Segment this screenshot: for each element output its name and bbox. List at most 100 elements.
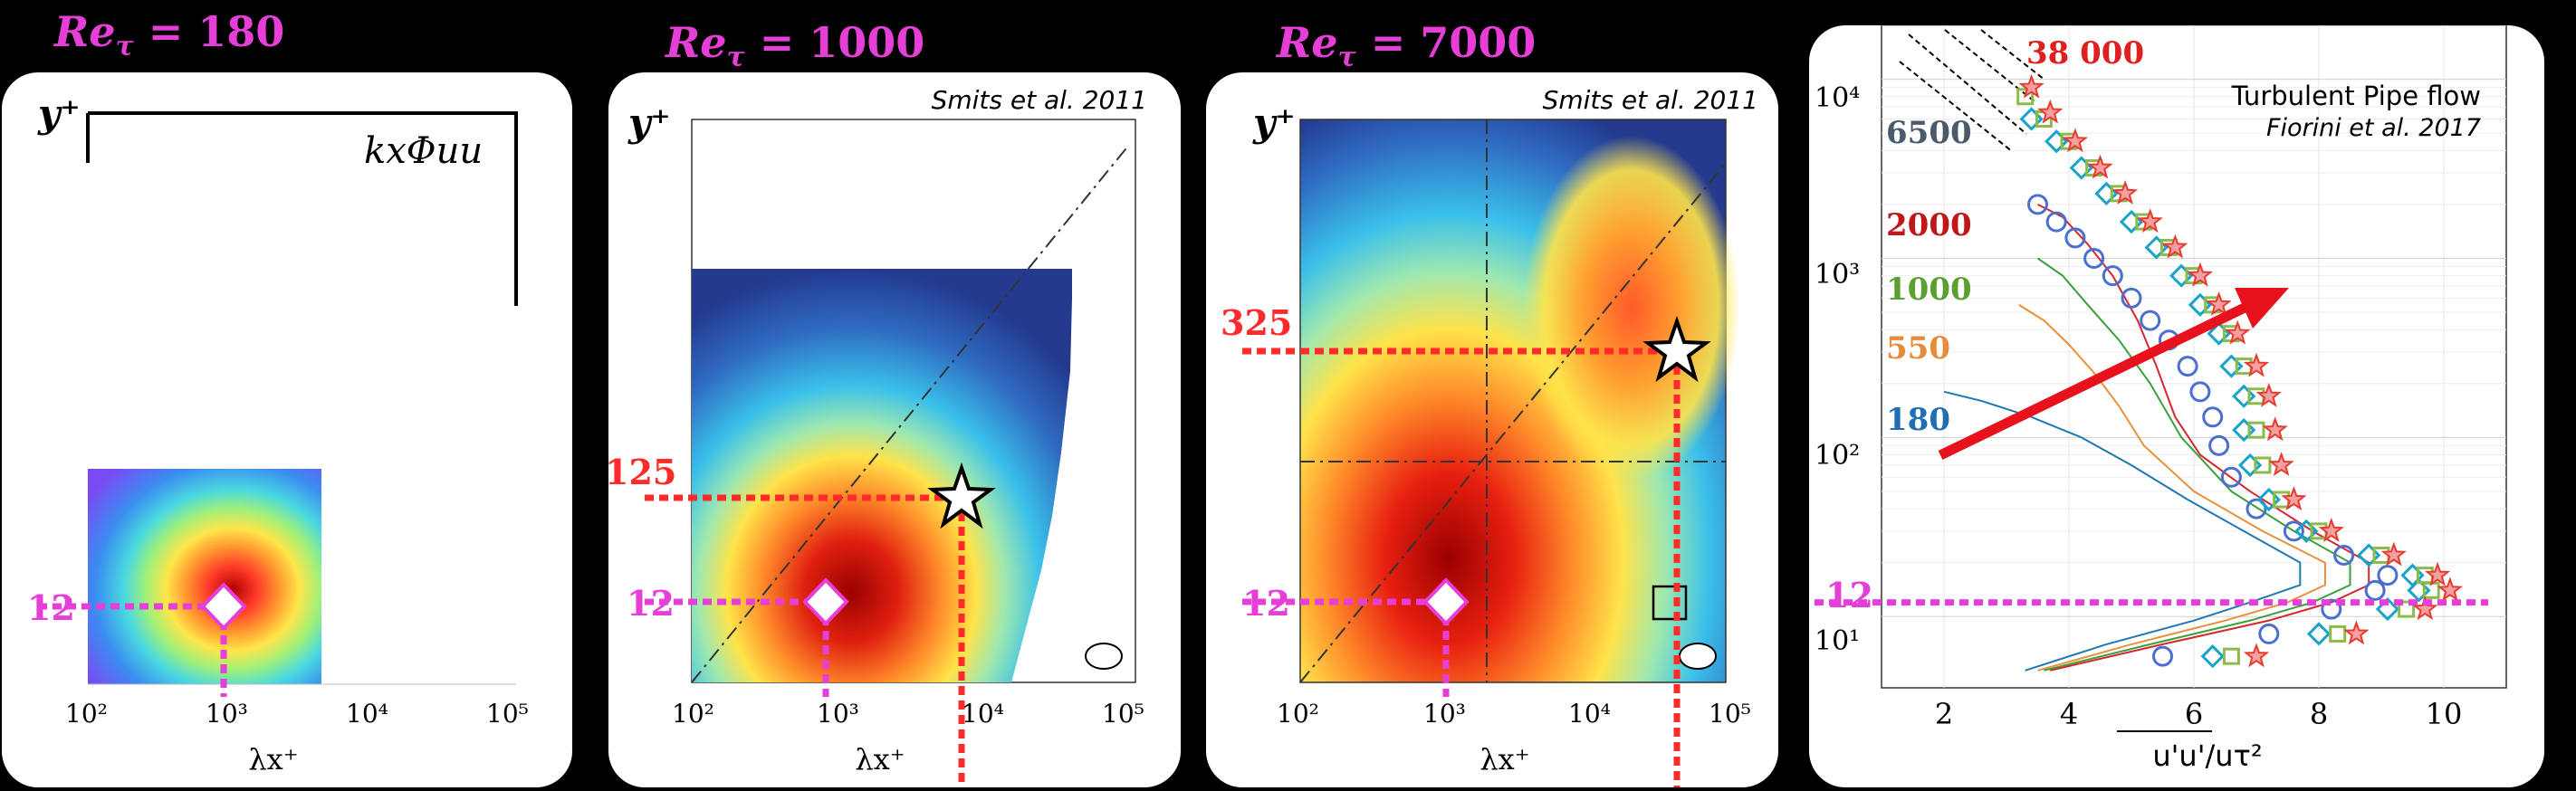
data-point-star — [2343, 620, 2370, 645]
panel-retau-7000: 325 12 y⁺ Smits et al. 2011 10² 10³ 10⁴ … — [1206, 72, 1778, 787]
title-retau-7000: Reτ = 7000 — [1277, 18, 1537, 74]
data-point-diamond — [2094, 181, 2119, 206]
x-tick-label: 6 — [2185, 697, 2203, 731]
data-point-circle — [2121, 287, 2142, 309]
data-point-circle — [2283, 520, 2304, 542]
chart-retau-7000: 325 12 y⁺ Smits et al. 2011 10² 10³ 10⁴ … — [1221, 85, 1758, 787]
y12-label: 12 — [1825, 575, 1873, 615]
series-lines — [1943, 204, 2370, 672]
data-point-circle — [2045, 211, 2067, 233]
trend-arrowhead — [2235, 288, 2289, 329]
curve-label-1000: 1000 — [1886, 272, 1972, 308]
data-point-circle — [2246, 498, 2267, 519]
data-point-star — [2424, 561, 2451, 586]
x-tick-label: 2 — [1935, 697, 1953, 731]
x-tick-label: 10² — [1277, 699, 1319, 729]
data-point-star — [2255, 382, 2282, 407]
data-point-star — [2087, 154, 2113, 179]
x-tick-label: 10² — [65, 699, 108, 729]
diamond-y-label: 12 — [1242, 583, 1290, 624]
data-point-diamond — [2045, 129, 2069, 154]
data-point-circle — [2364, 579, 2386, 601]
data-point-star — [2437, 577, 2464, 602]
x-axis-label: λx⁺ — [248, 742, 298, 777]
y-axis-label: y⁺ — [627, 100, 671, 145]
data-point-circle — [2258, 623, 2280, 644]
y-marker-label: 12 — [27, 587, 75, 628]
x-tick-label: 10⁵ — [1102, 699, 1144, 729]
series-line-180 — [1943, 390, 2302, 672]
grid — [1882, 24, 2506, 688]
title-retau-180: Reτ = 180 — [54, 7, 285, 63]
data-point-circle — [2152, 645, 2173, 667]
title-retau-1000: Reτ = 1000 — [666, 18, 925, 74]
data-point-star — [2206, 291, 2232, 316]
data-point-star — [2225, 319, 2251, 345]
y-tick-label: 10⁴ — [1815, 82, 1860, 114]
data-point-star — [2380, 541, 2407, 567]
chart-title: Turbulent Pipe flow — [2231, 81, 2481, 111]
series-line-1000 — [2036, 257, 2351, 672]
star-y-label: 325 — [1221, 302, 1292, 343]
x-tick-label: 10⁵ — [486, 699, 529, 729]
data-point-square — [2016, 88, 2035, 106]
data-point-diamond — [2232, 418, 2256, 443]
marker-diamond — [200, 582, 247, 631]
x-tick-label: 4 — [2060, 697, 2078, 731]
data-point-diamond — [2294, 519, 2319, 543]
source-citation: Smits et al. 2011 — [1543, 85, 1758, 115]
marker-star — [1642, 315, 1711, 383]
data-point-circle — [2102, 265, 2123, 287]
x-ticks: 10² 10³ 10⁴ 10⁵ — [65, 699, 529, 729]
y-tick-label: 10¹ — [1815, 625, 1860, 657]
x-ticks: 10² 10³ 10⁴ 10⁵ — [672, 699, 1144, 729]
data-point-diamond — [2019, 107, 2044, 131]
panel-pipe-flow: 38 000 6500 2000 1000 550 180 Turbulent … — [1800, 24, 2544, 787]
data-point-circle — [2027, 194, 2048, 215]
source-citation: Fiorini et al. 2017 — [2266, 114, 2481, 142]
data-point-star — [2412, 596, 2438, 621]
data-point-circle — [2177, 356, 2198, 377]
data-point-diamond — [2237, 453, 2263, 478]
diagonal-line — [691, 144, 1130, 683]
x-tick-label: 10 — [2426, 697, 2463, 731]
panel-retau-1000: 125 12 y⁺ Smits et al. 2011 10² 10³ 10⁴ … — [605, 72, 1181, 787]
data-point-circle — [2083, 247, 2105, 269]
series-markers — [2016, 73, 2464, 669]
x-ticks: 10² 10³ 10⁴ 10⁵ — [1277, 699, 1751, 729]
x-axis-label: λx⁺ — [1480, 742, 1529, 777]
data-point-diamond — [2144, 235, 2169, 260]
chart-retau-180: 12 y⁺ kxΦuu 10² 10³ 10⁴ 10⁵ λx⁺ — [27, 91, 529, 777]
data-point-star — [2187, 262, 2214, 287]
resolution-ellipse — [1085, 643, 1123, 670]
data-point-diamond — [2219, 354, 2244, 378]
curve-label-2000: 2000 — [1886, 207, 1972, 243]
x-tick-label: 10⁴ — [1568, 699, 1611, 729]
x-tick-label: 10³ — [817, 699, 859, 729]
data-point-diamond — [2400, 563, 2425, 587]
trend-arrow — [1938, 301, 2251, 460]
kx-phi-label: kxΦuu — [364, 130, 483, 172]
x-tick-label: 8 — [2310, 697, 2328, 731]
curve-label-550: 550 — [1886, 330, 1950, 367]
chart-retau-1000: 125 12 y⁺ Smits et al. 2011 10² 10³ 10⁴ … — [605, 85, 1147, 787]
series-line-550 — [2018, 303, 2326, 672]
data-point-square — [2398, 600, 2416, 618]
inner-box — [1652, 585, 1688, 621]
marker-star — [927, 462, 996, 529]
data-point-star — [2062, 128, 2089, 153]
star-y-label: 125 — [608, 452, 676, 492]
data-point-circle — [2321, 598, 2342, 620]
data-point-diamond — [2119, 209, 2144, 234]
slope-lines — [1899, 29, 2045, 153]
x-tick-label: 10⁵ — [1709, 699, 1751, 729]
y-ticks: 10⁴ 10³ 10² 10¹ — [1815, 82, 1860, 657]
heatmap-area — [692, 269, 1072, 682]
data-point-diamond — [2375, 596, 2400, 622]
data-point-diamond — [2232, 384, 2256, 408]
chart-pipe-flow: 38 000 6500 2000 1000 550 180 Turbulent … — [1800, 24, 2507, 773]
x-tick-label: 10⁴ — [346, 699, 388, 729]
series-line-2000 — [2037, 204, 2370, 672]
data-point-star — [2281, 486, 2307, 511]
data-point-star — [2243, 352, 2270, 377]
